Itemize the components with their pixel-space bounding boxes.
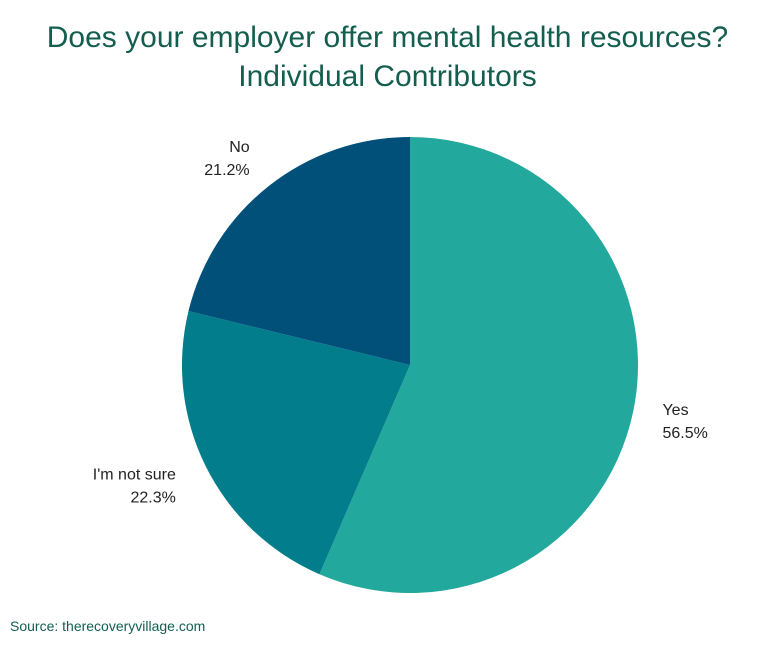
pie-labels: Yes 56.5% I'm not sure 22.3% No 21.2% — [93, 139, 708, 507]
slice-value-no: 21.2% — [204, 162, 249, 179]
slice-label-i-m-not-sure: I'm not sure — [93, 467, 176, 484]
pie-slices — [181, 137, 639, 594]
slice-value-i-m-not-sure: 22.3% — [130, 490, 175, 507]
slice-label-no: No — [229, 139, 250, 156]
source-note: Source: therecoveryvillage.com — [10, 618, 206, 634]
slice-label-yes: Yes — [662, 402, 688, 419]
pie-slice-i-m-not-sure — [181, 311, 410, 575]
slice-value-yes: 56.5% — [662, 425, 707, 442]
chart-subtitle: Individual Contributors — [238, 60, 537, 93]
pie-slice-no — [188, 137, 410, 365]
chart-title: Does your employer offer mental health r… — [46, 21, 729, 54]
pie-slice-yes — [319, 137, 639, 594]
chart-title-block: Does your employer offer mental health r… — [0, 18, 775, 96]
